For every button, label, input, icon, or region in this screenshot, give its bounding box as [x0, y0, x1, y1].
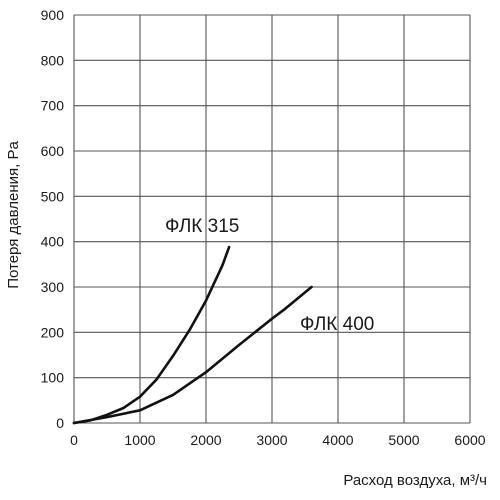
- y-tick-label: 500: [41, 188, 65, 204]
- x-tick-label: 0: [70, 432, 78, 448]
- x-tick-label: 6000: [454, 432, 485, 448]
- series-label-2: ФЛК 400: [300, 314, 374, 335]
- series-line-2: [72, 285, 313, 425]
- y-tick-label: 900: [41, 7, 65, 23]
- y-tick-label: 400: [41, 234, 65, 250]
- y-tick-label: 800: [41, 52, 65, 68]
- chart-grid: [73, 14, 471, 424]
- series-labels: ФЛК 315 ФЛК 400: [165, 216, 374, 335]
- x-axis-ticks: 0 1000 2000 3000 4000 5000 6000: [70, 432, 486, 448]
- series-line-1: [72, 245, 231, 425]
- x-tick-label: 4000: [322, 432, 353, 448]
- y-tick-label: 100: [41, 370, 65, 386]
- chart-series: [72, 245, 313, 425]
- y-axis-label: Потеря давления, Pa: [5, 141, 22, 289]
- x-axis-label: Расход воздуха, м³/ч: [343, 472, 487, 489]
- x-tick-label: 5000: [388, 432, 419, 448]
- y-axis-ticks: 0 100 200 300 400 500 600 700 800 900: [41, 7, 65, 431]
- x-tick-label: 3000: [256, 432, 287, 448]
- y-tick-label: 0: [56, 415, 64, 431]
- x-tick-label: 2000: [190, 432, 221, 448]
- y-tick-label: 300: [41, 279, 65, 295]
- x-tick-label: 1000: [124, 432, 155, 448]
- series-label-1: ФЛК 315: [165, 216, 239, 237]
- y-tick-label: 600: [41, 143, 65, 159]
- y-tick-label: 200: [41, 324, 65, 340]
- y-tick-label: 700: [41, 98, 65, 114]
